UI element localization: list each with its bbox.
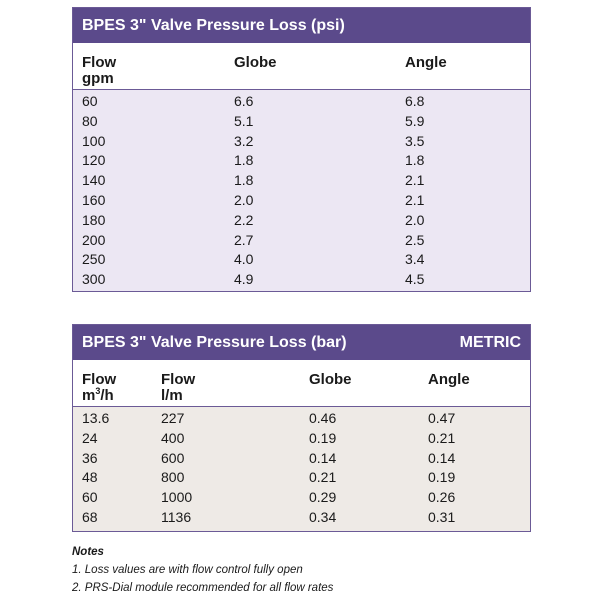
bar-header-flow-m3: Flow m3/h (82, 372, 116, 404)
bar-table-header: Flow m3/h Flow l/m Globe Angle (73, 360, 530, 407)
psi-cell-angle: 3.4 (405, 251, 425, 268)
psi-header-globe: Globe (234, 54, 277, 71)
note-item: 1. Loss values are with flow control ful… (72, 564, 303, 576)
psi-cell-globe: 2.0 (234, 191, 254, 208)
bar-header-flow-m3-unit-tail: /h (100, 387, 114, 404)
psi-cell-globe: 1.8 (234, 152, 254, 169)
table-row: 60 6.6 6.8 (73, 92, 530, 112)
bar-cell-flow-lm: 227 (161, 410, 185, 426)
psi-cell-flow: 100 (82, 132, 106, 149)
bar-header-flow-lm-label: Flow (161, 371, 196, 388)
psi-cell-angle: 4.5 (405, 271, 425, 288)
table-row: 60 1000 0.29 0.26 (73, 488, 530, 508)
table-row: 120 1.8 1.8 (73, 151, 530, 171)
bar-cell-flow-lm: 1136 (161, 508, 192, 525)
psi-cell-globe: 4.9 (234, 271, 254, 288)
bar-cell-angle: 0.19 (428, 469, 456, 486)
bar-cell-angle: 0.26 (428, 489, 456, 506)
bar-header-flow-m3-label: Flow (82, 371, 117, 388)
psi-cell-angle: 2.1 (405, 191, 425, 208)
bar-table-body: 13.6 227 0.46 0.47 24 400 0.19 0.21 36 600 0.14 0… (73, 407, 530, 531)
bar-pressure-loss-table: BPES 3" Valve Pressure Loss (bar) METRIC… (72, 324, 531, 532)
psi-cell-angle: 3.5 (405, 132, 425, 149)
bar-header-flow-m3-unit-sup: 3 (95, 386, 101, 396)
psi-cell-globe: 2.2 (234, 211, 254, 228)
psi-cell-flow: 160 (82, 191, 106, 208)
bar-cell-globe: 0.14 (309, 449, 337, 466)
bar-cell-flow-m3: 13.6 (82, 410, 110, 426)
psi-cell-angle: 2.5 (405, 231, 425, 248)
note-item: 2. PRS-Dial module recommended for all f… (72, 582, 334, 594)
table-row: 250 4.0 3.4 (73, 250, 530, 270)
psi-table-title: BPES 3" Valve Pressure Loss (psi) (73, 8, 530, 43)
bar-header-globe: Globe (309, 371, 352, 388)
psi-table-header: Flow gpm Globe Angle (73, 43, 530, 90)
bar-table-title-bar: BPES 3" Valve Pressure Loss (bar) METRIC (73, 325, 530, 360)
bar-header-angle: Angle (428, 371, 470, 388)
bar-header-flow-m3-unit-base: m (82, 387, 96, 404)
psi-cell-angle: 6.8 (405, 93, 425, 109)
psi-cell-flow: 200 (82, 231, 106, 248)
table-row: 300 4.9 4.5 (73, 270, 530, 290)
bar-cell-flow-lm: 1000 (161, 489, 193, 506)
table-row: 13.6 227 0.46 0.47 (73, 409, 530, 429)
psi-header-angle: Angle (405, 54, 447, 71)
psi-cell-flow: 140 (82, 172, 106, 189)
bar-cell-angle: 0.31 (428, 508, 456, 525)
psi-header-flow: Flow gpm (82, 55, 116, 87)
bar-cell-globe: 0.34 (309, 508, 337, 525)
psi-cell-flow: 180 (82, 211, 106, 228)
table-row: 180 2.2 2.0 (73, 211, 530, 231)
table-row: 80 5.1 5.9 (73, 112, 530, 132)
table-row: 100 3.2 3.5 (73, 132, 530, 152)
bar-cell-flow-m3: 24 (82, 429, 98, 446)
psi-pressure-loss-table: BPES 3" Valve Pressure Loss (psi) Flow g… (72, 7, 531, 292)
psi-table-body: 60 6.6 6.8 80 5.1 5.9 100 3.2 3.5 120 1.8 1.8 14… (73, 90, 530, 291)
bar-cell-angle: 0.21 (428, 429, 456, 446)
bar-header-flow-lm: Flow l/m (161, 372, 195, 404)
bar-cell-flow-lm: 400 (161, 429, 185, 446)
bar-table-title: BPES 3" Valve Pressure Loss (bar) (82, 334, 347, 351)
psi-cell-flow: 120 (82, 152, 106, 169)
psi-cell-flow: 250 (82, 251, 106, 268)
table-row: 160 2.0 2.1 (73, 191, 530, 211)
bar-cell-flow-m3: 36 (82, 449, 98, 466)
notes-title: Notes (72, 546, 104, 558)
psi-cell-angle: 2.1 (405, 172, 425, 189)
psi-cell-globe: 6.6 (234, 93, 254, 109)
metric-badge: METRIC (459, 334, 521, 351)
notes-section: Notes 1. Loss values are with flow contr… (72, 543, 333, 597)
psi-cell-flow: 80 (82, 112, 98, 129)
psi-cell-globe: 2.7 (234, 231, 254, 248)
psi-header-flow-unit: gpm (82, 70, 114, 87)
bar-cell-flow-m3: 60 (82, 489, 98, 506)
psi-cell-flow: 60 (82, 93, 98, 109)
psi-cell-globe: 3.2 (234, 132, 254, 149)
bar-header-flow-lm-unit: l/m (161, 387, 183, 404)
table-row: 36 600 0.14 0.14 (73, 449, 530, 469)
bar-cell-angle: 0.14 (428, 449, 456, 466)
table-row: 68 1136 0.34 0.31 (73, 508, 530, 528)
bar-cell-flow-lm: 800 (161, 469, 185, 486)
table-row: 140 1.8 2.1 (73, 171, 530, 191)
bar-cell-flow-m3: 68 (82, 508, 98, 525)
psi-cell-angle: 1.8 (405, 152, 425, 169)
table-row: 24 400 0.19 0.21 (73, 429, 530, 449)
bar-cell-globe: 0.21 (309, 469, 337, 486)
psi-cell-angle: 2.0 (405, 211, 425, 228)
bar-cell-flow-lm: 600 (161, 449, 185, 466)
bar-cell-globe: 0.19 (309, 429, 337, 446)
bar-cell-globe: 0.29 (309, 489, 337, 506)
bar-cell-globe: 0.46 (309, 410, 337, 426)
bar-cell-flow-m3: 48 (82, 469, 98, 486)
table-row: 48 800 0.21 0.19 (73, 468, 530, 488)
bar-cell-angle: 0.47 (428, 410, 456, 426)
psi-header-flow-label: Flow (82, 54, 117, 71)
psi-cell-flow: 300 (82, 271, 106, 288)
table-row: 200 2.7 2.5 (73, 231, 530, 251)
psi-cell-globe: 1.8 (234, 172, 254, 189)
psi-cell-angle: 5.9 (405, 112, 425, 129)
psi-cell-globe: 4.0 (234, 251, 254, 268)
psi-cell-globe: 5.1 (234, 112, 254, 129)
